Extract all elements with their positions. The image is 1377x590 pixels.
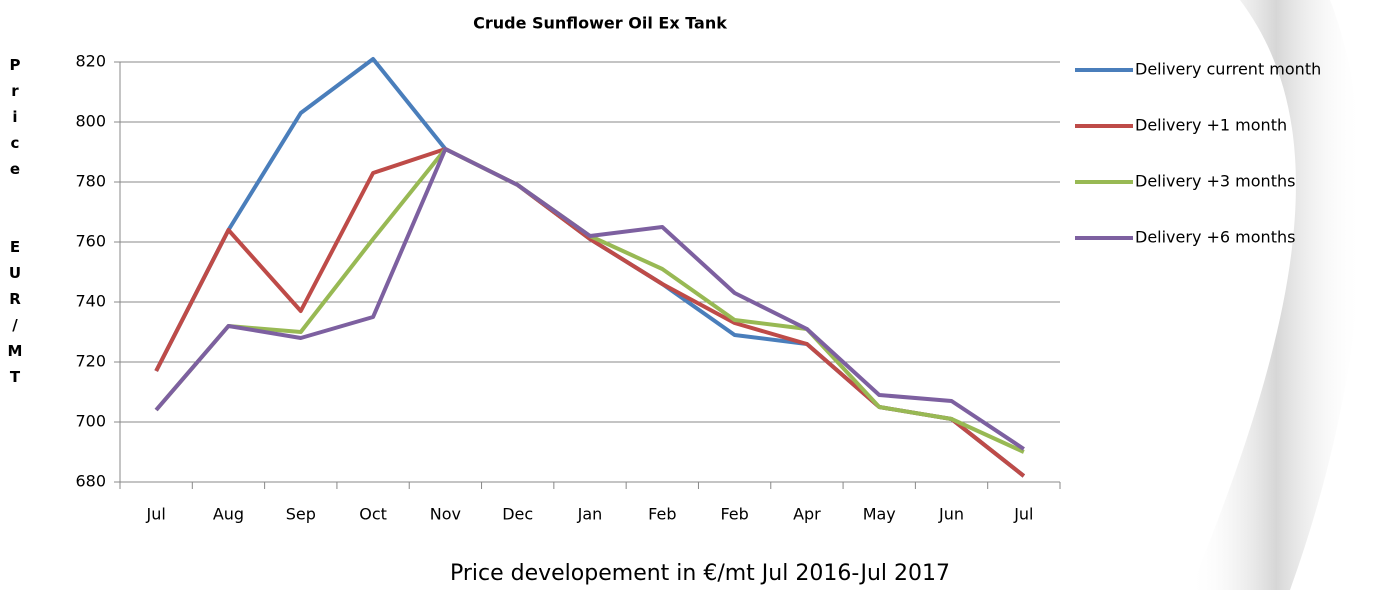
legend-label: Delivery +1 month	[1135, 116, 1287, 135]
x-tick-label: Nov	[430, 505, 461, 524]
x-tick-label: Jul	[145, 505, 165, 524]
x-axis-label: Price developement in €/mt Jul 2016-Jul …	[450, 561, 950, 586]
series-line	[154, 147, 1026, 478]
x-tick-label: Jul	[1013, 505, 1033, 524]
y-tick-label: 820	[75, 52, 106, 71]
y-tick-label: 800	[75, 112, 106, 131]
series-line	[154, 147, 1025, 454]
background-swoosh	[1190, 0, 1363, 590]
x-tick-label: Oct	[359, 505, 387, 524]
x-tick-label: Aug	[213, 505, 244, 524]
legend-label: Delivery current month	[1135, 60, 1321, 79]
y-tick-label: 780	[75, 172, 106, 191]
chart-title: Crude Sunflower Oil Ex Tank	[473, 14, 727, 33]
x-tick-label: Sep	[286, 505, 316, 524]
y-tick-label: 680	[75, 472, 106, 491]
x-tick-label: Apr	[793, 505, 821, 524]
x-tick-label: Feb	[648, 505, 676, 524]
legend-label: Delivery +6 months	[1135, 228, 1295, 247]
x-tick-label: Dec	[502, 505, 533, 524]
y-tick-label: 720	[75, 352, 106, 371]
legend-label: Delivery +3 months	[1135, 172, 1295, 191]
y-axis-label: Price EUR/MT	[6, 56, 24, 394]
x-tick-label: May	[863, 505, 896, 524]
y-tick-label: 700	[75, 412, 106, 431]
y-tick-label: 740	[75, 292, 106, 311]
x-tick-label: Feb	[720, 505, 748, 524]
x-tick-label: Jun	[938, 505, 964, 524]
x-tick-label: Jan	[577, 505, 603, 524]
series-line	[154, 147, 1025, 451]
y-tick-label: 760	[75, 232, 106, 251]
